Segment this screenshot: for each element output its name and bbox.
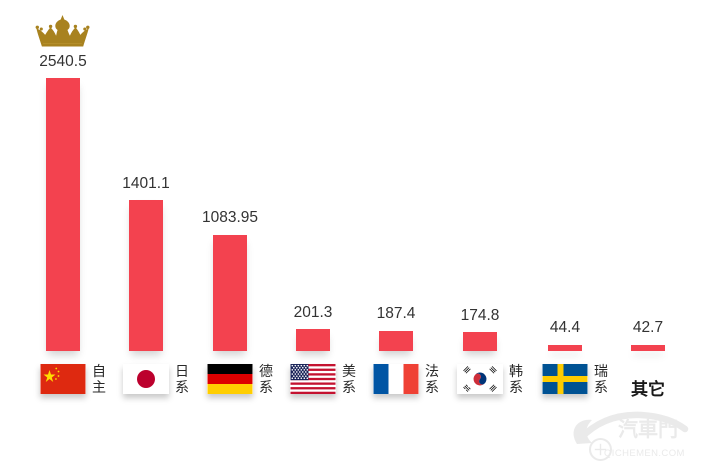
svg-text:QICHEMEN.COM: QICHEMEN.COM (604, 448, 685, 459)
svg-text:汽車門: 汽車門 (618, 417, 678, 441)
